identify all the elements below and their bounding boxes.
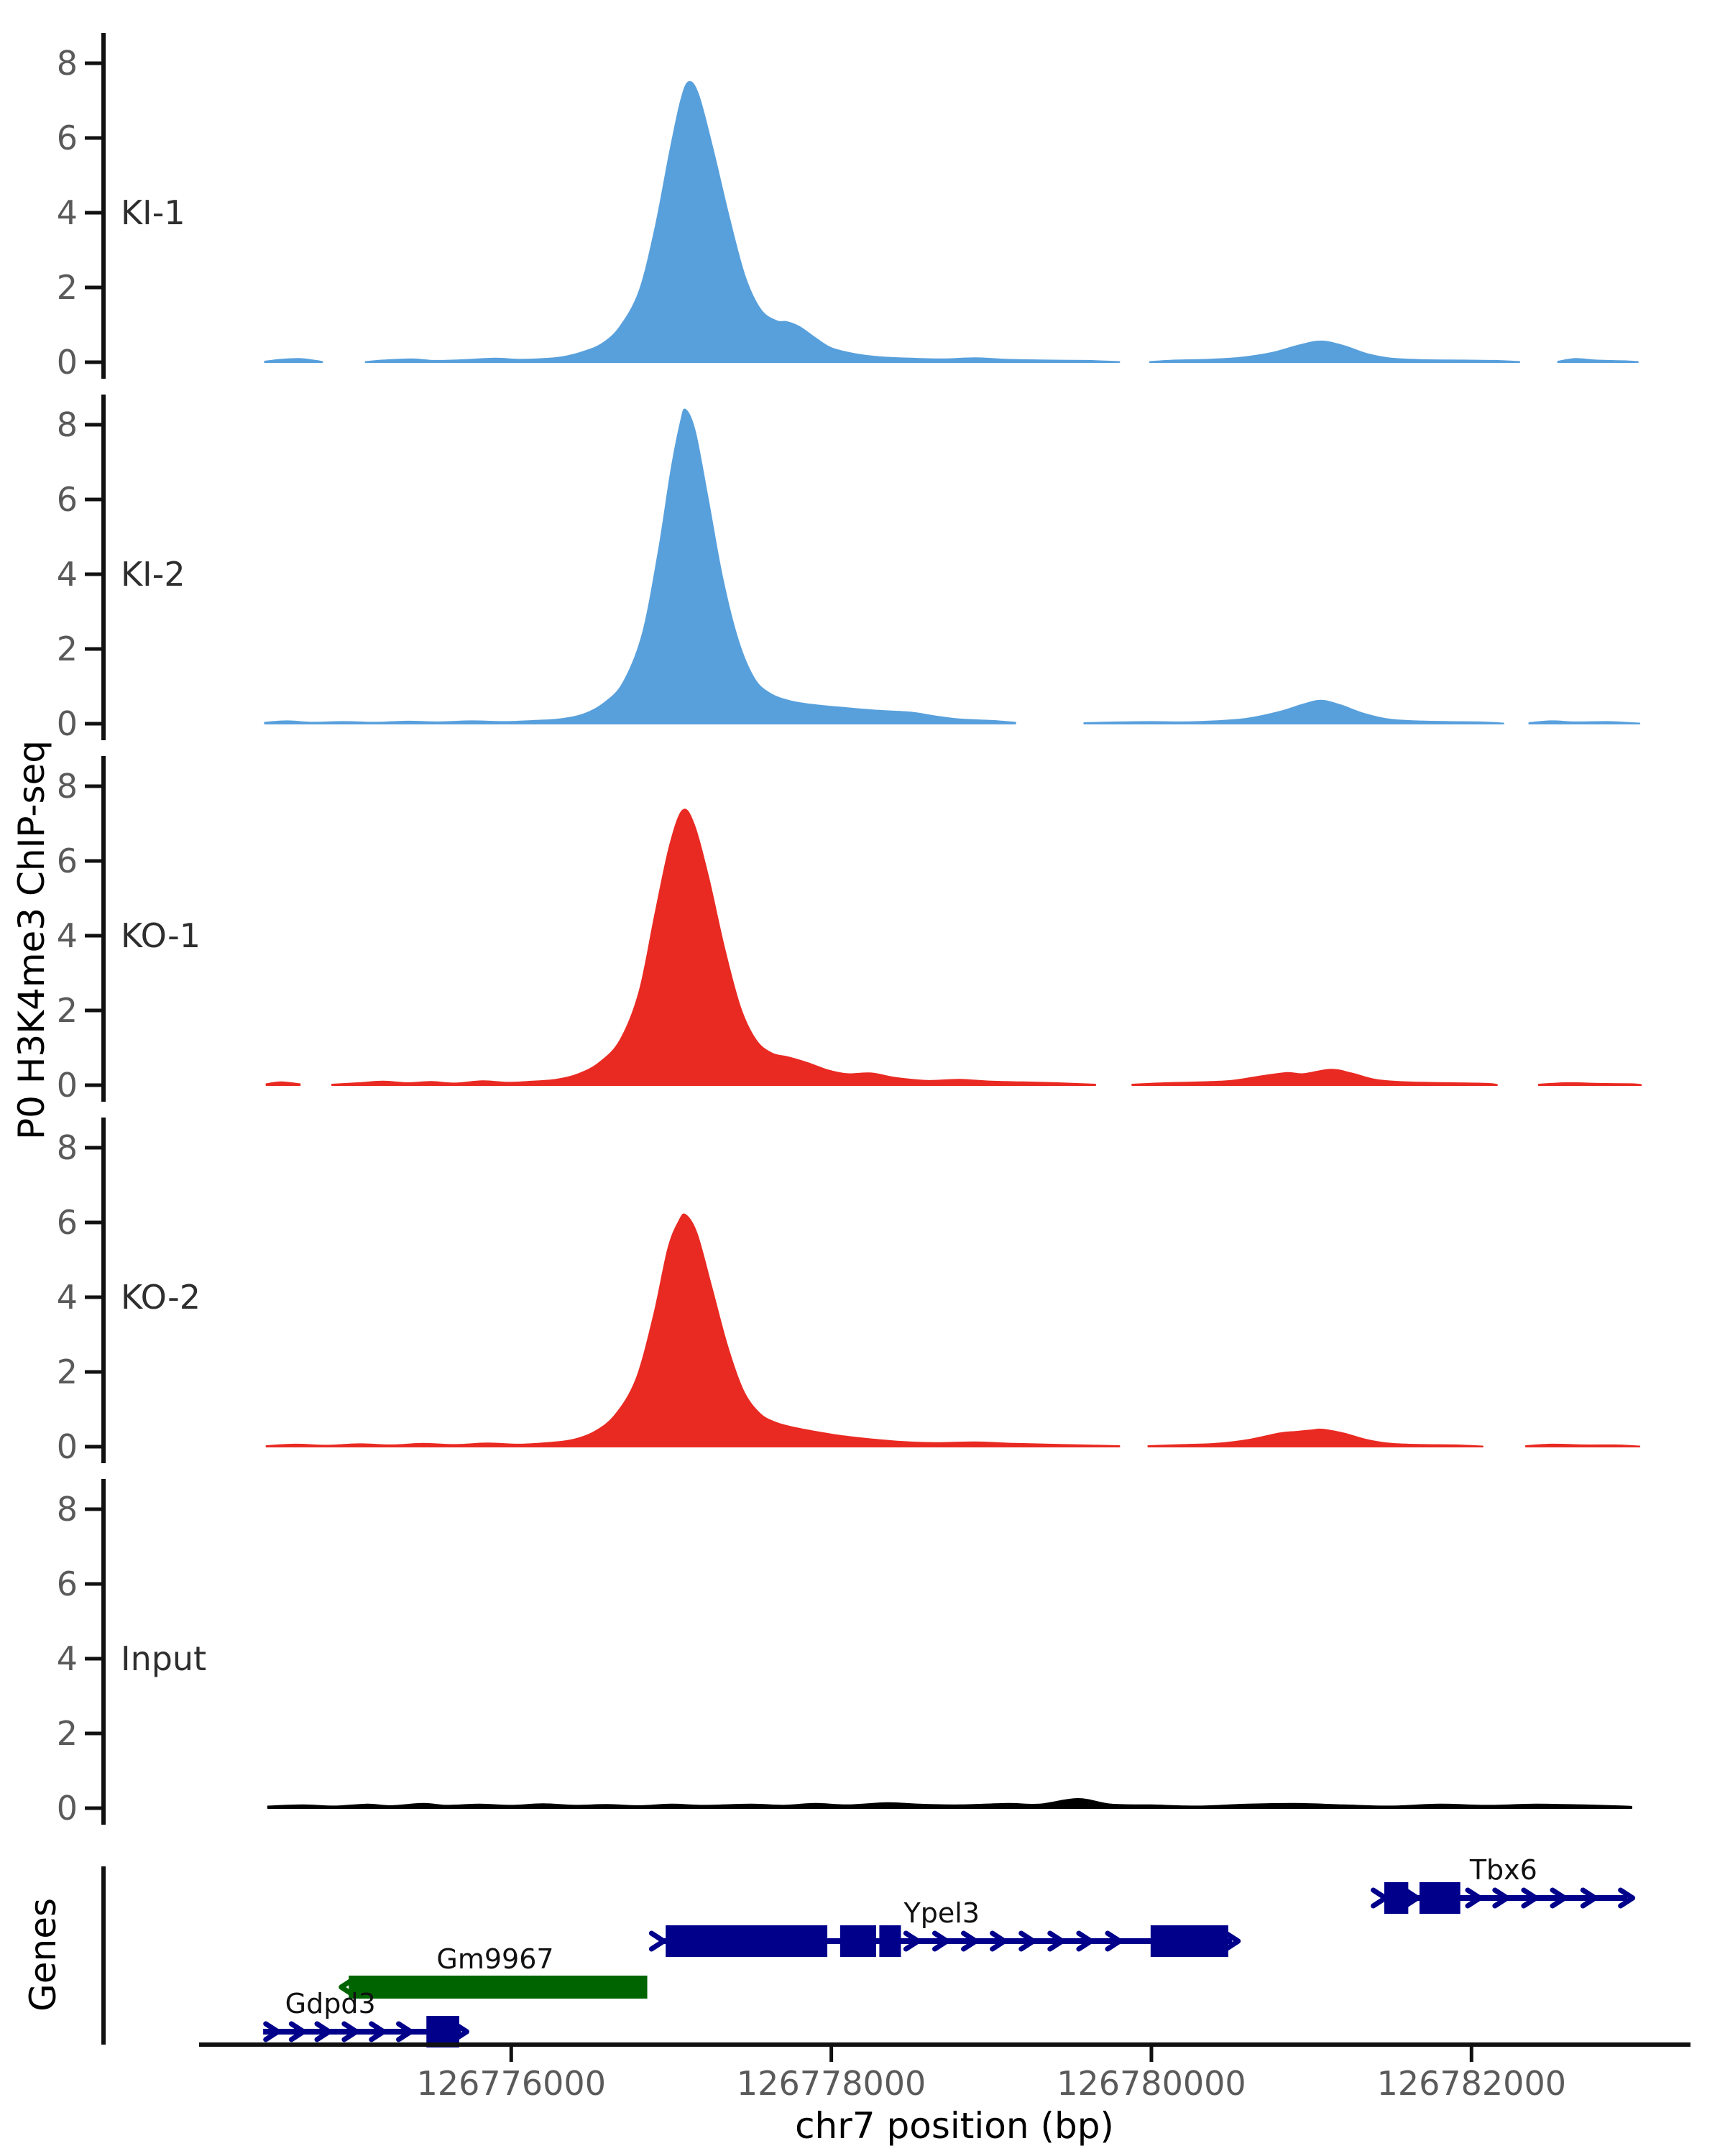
y-tick-label-KI-2-2: 2 [57, 630, 78, 668]
gene-label-Ypel3: Ypel3 [903, 1897, 980, 1929]
strand-arrow-icon-Tbx6-6 [1580, 1887, 1598, 1909]
track-label-KO-1: KO-1 [121, 916, 201, 955]
gene-end-arrow-icon-Tbx6 [1618, 1887, 1636, 1909]
strand-arrow-icon-Ypel3-6 [1047, 1930, 1065, 1952]
gene-label-Tbx6: Tbx6 [1469, 1854, 1537, 1886]
gene-exon-Ypel3-3 [1150, 1925, 1228, 1957]
coverage-area-KO-2-seg2 [1525, 1443, 1641, 1447]
x-tick-label-126782000: 126782000 [1377, 2064, 1566, 2103]
gene-label-Gm9967: Gm9967 [436, 1943, 553, 1975]
gene-end-arrow-icon-Gdpd3 [451, 2021, 469, 2042]
gene-end-arrow-icon-Ypel3 [1223, 1930, 1241, 1952]
strand-arrow-icon-Gdpd3-0 [263, 2021, 281, 2042]
y-tick-label-KI-1-0: 0 [57, 343, 78, 382]
strand-arrow-icon-Gdpd3-4 [369, 2021, 387, 2042]
track-label-KI-2: KI-2 [121, 555, 185, 594]
strand-arrow-icon-Gm9967-0 [339, 1976, 356, 1998]
coverage-area-KO-2-seg0 [265, 1213, 1121, 1447]
strand-arrow-icon-Tbx6-0 [1371, 1887, 1389, 1909]
strand-arrow-icon-Gdpd3-2 [314, 2021, 332, 2042]
coverage-area-KI-2-seg1 [1083, 699, 1504, 724]
coverage-area-KI-1-seg3 [1557, 358, 1639, 363]
strand-arrow-icon-Ypel3-5 [1018, 1930, 1036, 1952]
strand-arrow-icon-Tbx6-2 [1465, 1887, 1483, 1909]
y-tick-label-KI-1-2: 2 [57, 268, 78, 307]
strand-arrow-icon-Tbx6-4 [1521, 1887, 1539, 1909]
y-tick-label-KI-1-4: 4 [57, 193, 78, 232]
coverage-area-KO-1-seg1 [331, 808, 1096, 1086]
gene-exon-Tbx6-0 [1384, 1882, 1409, 1914]
coverage-area-KI-1-seg1 [364, 80, 1121, 363]
strand-arrow-icon-Ypel3-7 [1076, 1930, 1094, 1952]
coverage-area-KI-1-seg0 [264, 358, 323, 363]
strand-arrow-icon-Ypel3-0 [648, 1930, 666, 1952]
coverage-area-KO-1-seg0 [265, 1081, 301, 1086]
x-tick-label-126780000: 126780000 [1057, 2064, 1246, 2103]
y-tick-label-KO-2-0: 0 [57, 1427, 78, 1466]
strand-arrow-icon-Tbx6-3 [1492, 1887, 1510, 1909]
y-tick-label-KO-1-0: 0 [57, 1066, 78, 1105]
coverage-area-KI-1-seg2 [1149, 340, 1521, 363]
strand-arrow-icon-Ypel3-2 [932, 1930, 949, 1952]
track-label-KO-2: KO-2 [121, 1278, 201, 1317]
coverage-area-Input-seg0 [267, 1798, 1632, 1809]
strand-arrow-icon-Ypel3-4 [990, 1930, 1008, 1952]
y-tick-label-KI-2-6: 6 [57, 480, 78, 519]
track-label-KI-1: KI-1 [121, 193, 185, 232]
strand-arrow-icon-Gdpd3-5 [396, 2021, 414, 2042]
y-tick-label-Input-2: 2 [57, 1714, 78, 1753]
y-tick-label-Input-8: 8 [57, 1490, 78, 1529]
y-tick-label-KO-2-8: 8 [57, 1128, 78, 1167]
gene-body-Gm9967 [349, 1976, 648, 1999]
gene-exon-Gdpd3-0 [426, 2016, 459, 2047]
coverage-area-KI-2-seg0 [264, 408, 1016, 724]
x-tick-label-126778000: 126778000 [737, 2064, 926, 2103]
x-tick-label-126776000: 126776000 [417, 2064, 606, 2103]
y-tick-label-KI-2-4: 4 [57, 555, 78, 594]
strand-arrow-icon-Tbx6-1 [1402, 1887, 1420, 1909]
y-tick-label-KO-2-4: 4 [57, 1278, 78, 1317]
coverage-area-KI-2-seg2 [1528, 720, 1641, 724]
y-tick-label-KI-1-8: 8 [57, 44, 78, 83]
gene-exon-Tbx6-1 [1419, 1882, 1460, 1914]
coverage-area-KO-2-seg1 [1147, 1428, 1484, 1447]
strand-arrow-icon-Gdpd3-3 [341, 2021, 359, 2042]
strand-arrow-icon-Ypel3-1 [903, 1930, 921, 1952]
gene-exon-Ypel3-0 [666, 1925, 828, 1957]
y-tick-label-KI-1-6: 6 [57, 119, 78, 157]
y-tick-label-KO-1-8: 8 [57, 767, 78, 806]
strand-arrow-icon-Gdpd3-1 [288, 2021, 306, 2042]
y-tick-label-KO-1-4: 4 [57, 916, 78, 955]
coverage-area-KO-1-seg3 [1537, 1082, 1642, 1086]
coverage-area-KO-1-seg2 [1131, 1069, 1498, 1086]
y-tick-label-KO-2-6: 6 [57, 1203, 78, 1242]
y-tick-label-Input-0: 0 [57, 1789, 78, 1828]
strand-arrow-icon-Tbx6-5 [1550, 1887, 1568, 1909]
y-tick-label-Input-6: 6 [57, 1565, 78, 1603]
strand-arrow-icon-Ypel3-8 [1105, 1930, 1123, 1952]
strand-arrow-icon-Ypel3-3 [961, 1930, 979, 1952]
y-tick-label-KO-1-2: 2 [57, 991, 78, 1030]
y-tick-label-KO-2-2: 2 [57, 1353, 78, 1391]
y-tick-label-KI-2-8: 8 [57, 405, 78, 444]
y-tick-label-Input-4: 4 [57, 1639, 78, 1678]
gene-exon-Ypel3-1 [840, 1925, 876, 1957]
track-label-Input: Input [121, 1639, 206, 1678]
gene-exon-Ypel3-2 [879, 1925, 901, 1957]
y-tick-label-KO-1-6: 6 [57, 842, 78, 880]
x-axis-title: chr7 position (bp) [795, 2105, 1114, 2147]
gene-label-Gdpd3: Gdpd3 [285, 1988, 376, 2019]
y-tick-label-KI-2-0: 0 [57, 704, 78, 743]
